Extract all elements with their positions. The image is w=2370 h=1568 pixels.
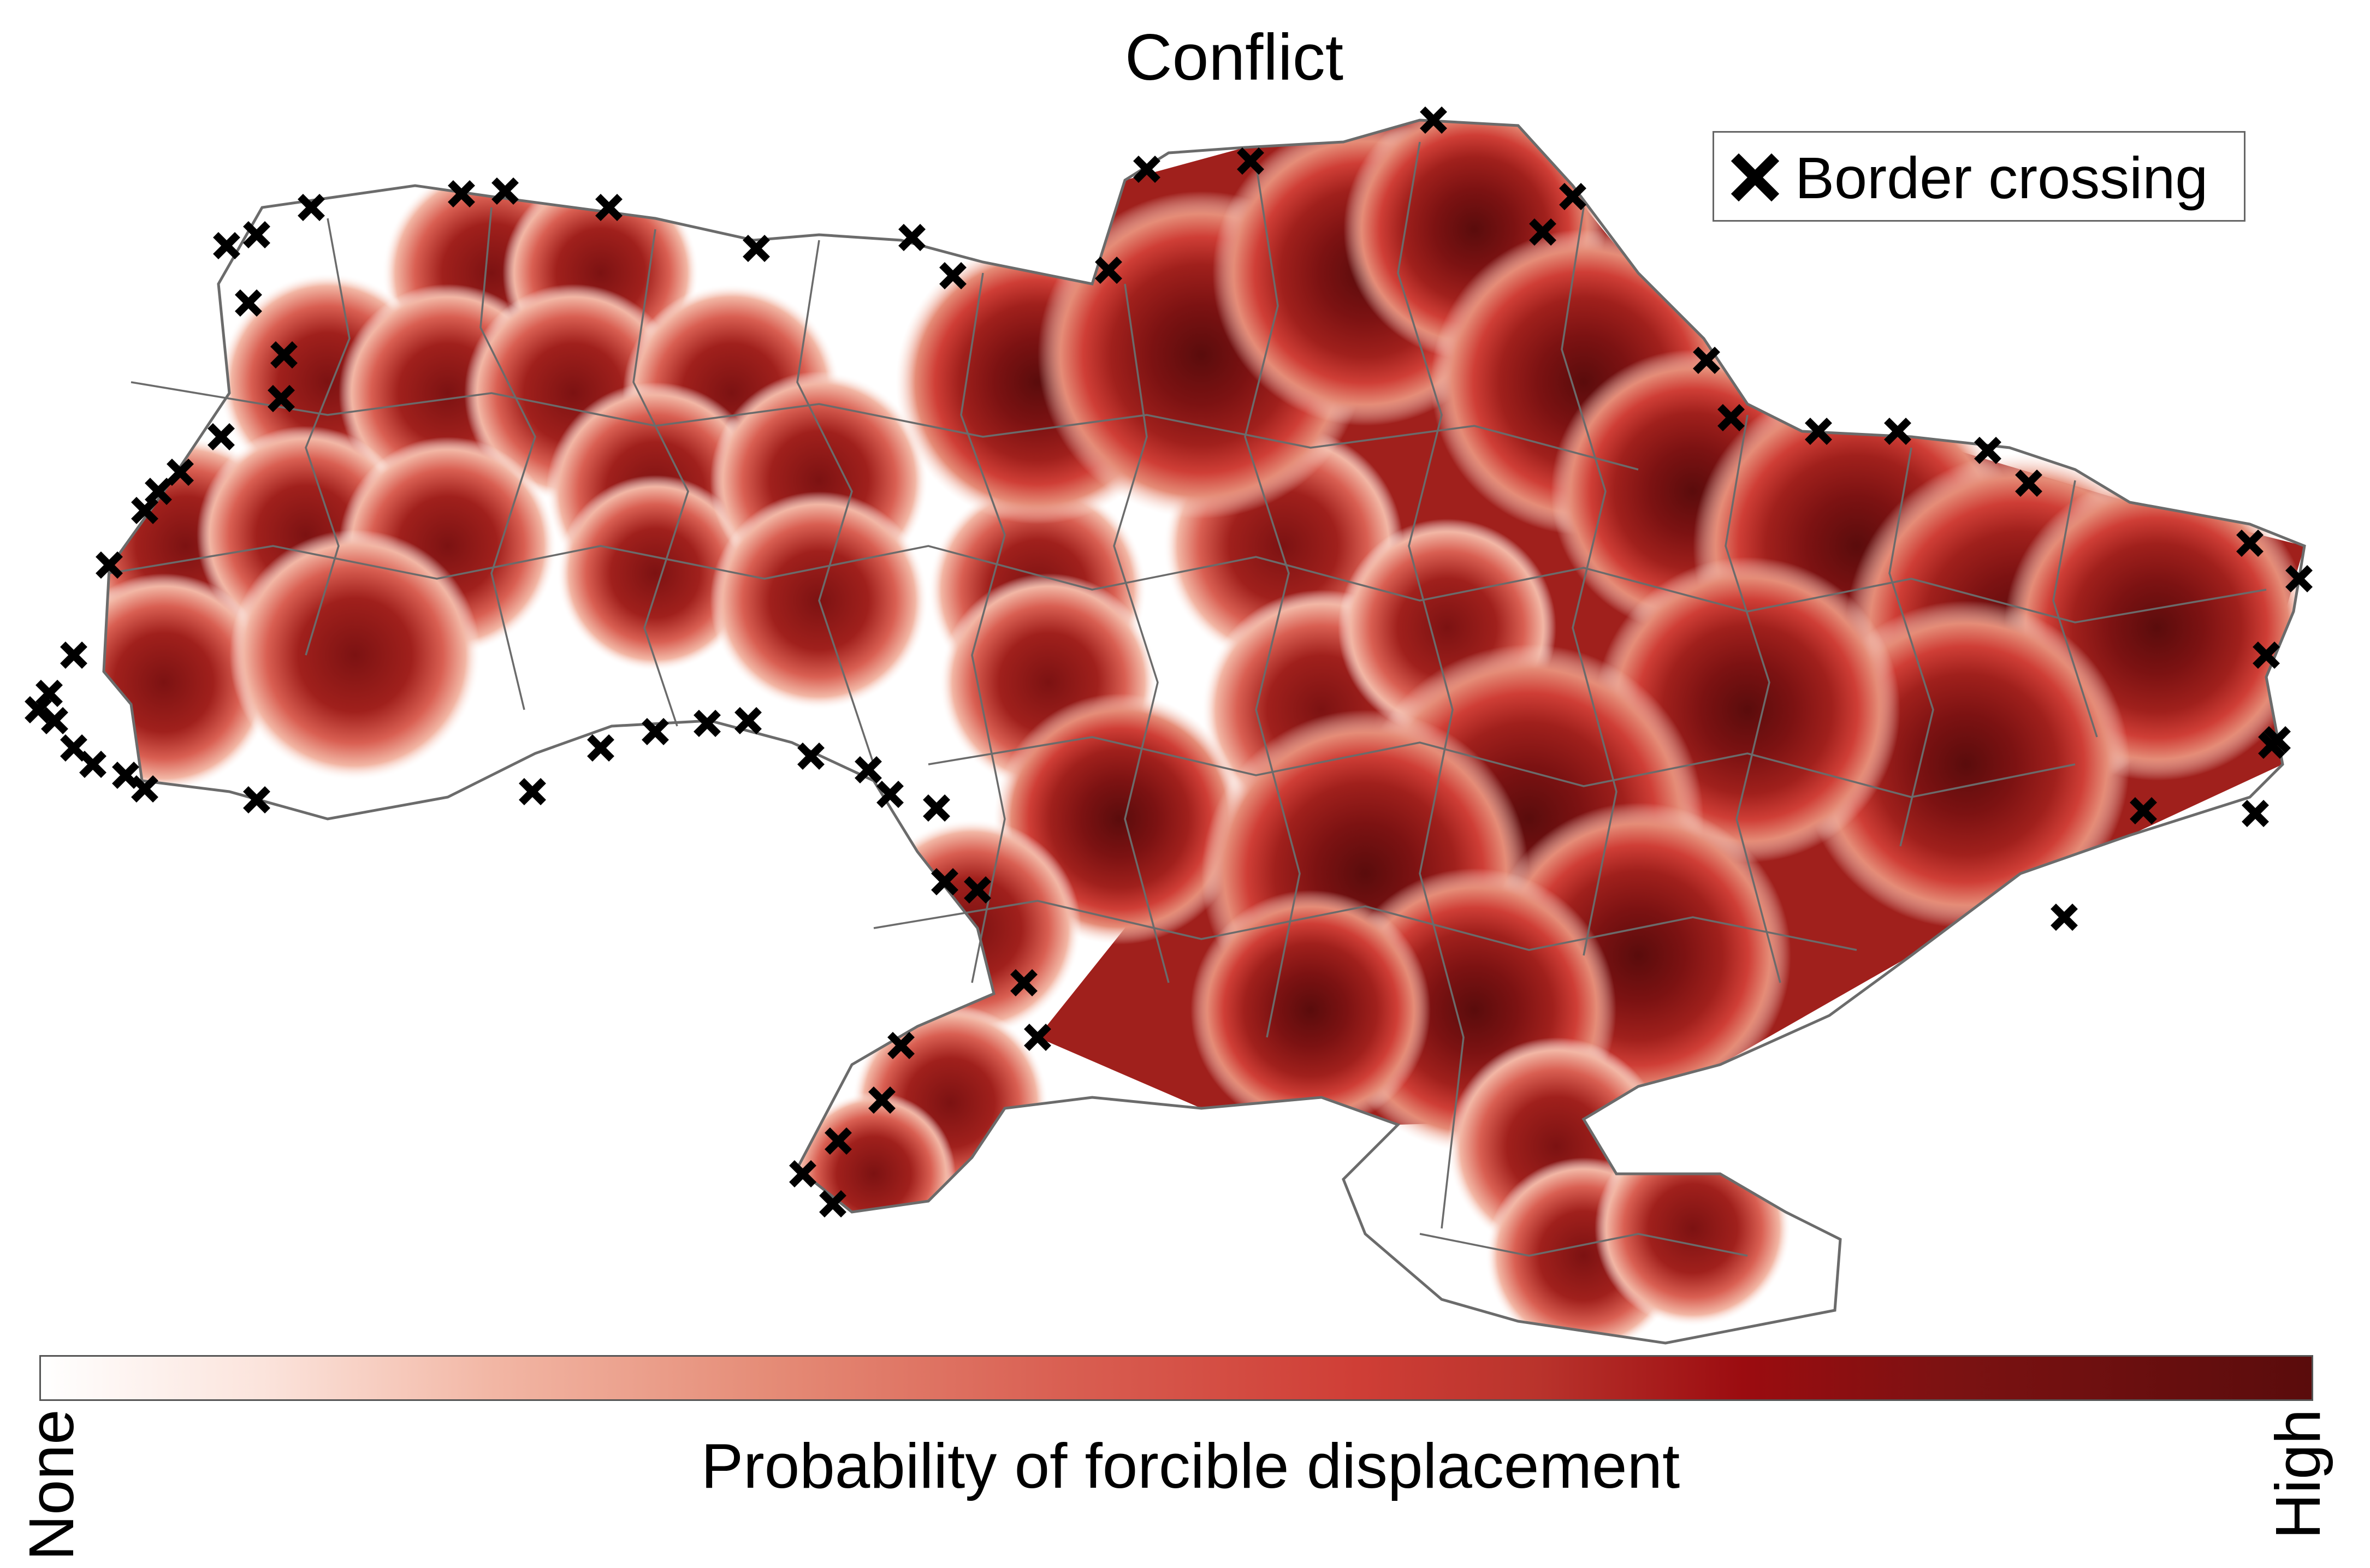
border-crossing-marker	[964, 876, 991, 904]
border-crossing-marker	[898, 224, 926, 251]
border-crossing-markers	[25, 106, 2313, 1217]
border-crossing-marker	[235, 289, 262, 317]
border-crossing-marker	[734, 707, 762, 734]
displacement-hotspot	[229, 530, 481, 781]
border-crossing-marker	[448, 180, 475, 207]
border-crossing-marker	[112, 762, 139, 789]
border-crossing-marker	[1559, 183, 1586, 210]
displacement-hotspot	[863, 819, 1081, 1037]
border-crossing-marker	[587, 734, 614, 762]
border-crossing-marker	[41, 707, 68, 734]
border-crossing-marker	[243, 221, 270, 248]
border-crossing-marker	[1974, 437, 2001, 464]
border-crossing-marker	[131, 497, 158, 524]
border-crossing-marker	[2258, 732, 2285, 759]
border-crossing-marker	[270, 341, 298, 369]
border-crossing-marker	[939, 262, 967, 289]
border-crossing-marker	[887, 1032, 915, 1059]
border-crossing-marker	[2253, 642, 2280, 669]
border-crossing-marker	[519, 778, 546, 805]
border-crossing-marker	[595, 194, 623, 221]
legend-label: Border crossing	[1795, 145, 2208, 211]
border-crossing-marker	[60, 642, 87, 669]
border-crossing-marker	[819, 1190, 846, 1217]
map-title: Conflict	[1124, 21, 1344, 94]
border-crossing-marker	[931, 868, 958, 895]
border-crossing-marker	[2285, 565, 2313, 592]
displacement-hotspot	[792, 1092, 956, 1256]
displacement-heat-layer	[104, 120, 2304, 1343]
border-crossing-marker	[797, 743, 825, 770]
border-crossing-marker	[298, 194, 325, 221]
border-crossing-marker	[855, 756, 882, 783]
border-crossing-marker	[1133, 156, 1160, 183]
displacement-hotspot	[557, 475, 754, 672]
border-crossing-marker	[35, 680, 63, 707]
border-crossing-marker	[268, 385, 295, 412]
border-crossing-marker	[1805, 418, 1832, 445]
border-crossing-marker	[1024, 1024, 1051, 1051]
border-crossing-marker	[167, 459, 194, 486]
border-crossing-marker	[2015, 470, 2042, 497]
border-crossing-marker	[1010, 969, 1038, 996]
border-crossing-marker	[1884, 418, 1911, 445]
border-crossing-marker	[2051, 904, 2078, 931]
colorbar	[39, 1355, 2313, 1401]
border-crossing-marker	[2130, 797, 2157, 824]
border-crossing-marker	[96, 551, 123, 579]
border-crossing-marker	[1717, 404, 1745, 431]
border-crossing-marker	[1095, 257, 1122, 284]
border-crossing-marker	[1693, 347, 1720, 374]
displacement-hotspot	[1190, 890, 1431, 1130]
border-crossing-marker	[491, 177, 519, 205]
border-crossing-marker	[868, 1086, 896, 1114]
border-crossing-marker	[2242, 800, 2269, 827]
border-crossing-marker	[743, 235, 770, 262]
border-crossing-marker	[243, 786, 270, 813]
border-crossing-marker	[642, 718, 669, 745]
border-crossing-marker	[1237, 147, 1264, 175]
border-crossing-marker	[208, 423, 235, 450]
legend: Border crossing	[1713, 131, 2245, 222]
x-cross-icon	[1731, 153, 1780, 202]
colorbar-high-label: High	[2262, 1409, 2333, 1540]
border-crossing-marker	[923, 794, 950, 822]
border-crossing-marker	[2236, 530, 2264, 557]
border-crossing-marker	[145, 478, 172, 505]
border-crossing-marker	[1420, 106, 1447, 134]
border-crossing-marker	[213, 232, 240, 259]
border-crossing-marker	[876, 781, 904, 808]
admin-borders	[102, 118, 2306, 1345]
border-crossing-marker	[694, 710, 721, 737]
border-crossing-marker	[25, 696, 52, 723]
colorbar-label: Probability of forcible displacement	[701, 1430, 1680, 1501]
border-crossing-marker	[1529, 218, 1556, 246]
colorbar-low-label: None	[16, 1409, 87, 1561]
region-borders	[109, 141, 2267, 1257]
displacement-hotspot	[1595, 1130, 1791, 1327]
border-crossing-marker	[789, 1160, 816, 1187]
border-crossing-marker	[79, 751, 106, 778]
border-crossing-marker	[131, 775, 158, 803]
country-outline	[102, 118, 2306, 1345]
border-crossing-marker	[825, 1127, 852, 1155]
